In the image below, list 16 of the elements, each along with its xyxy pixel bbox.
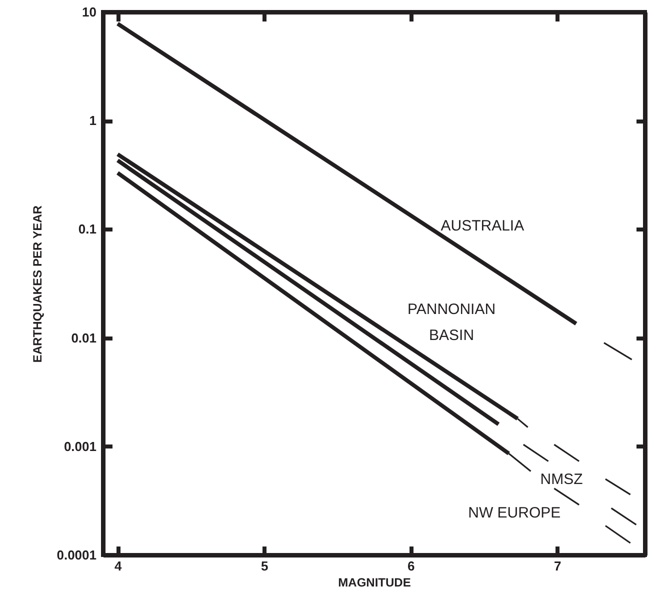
series-label: NW EUROPE: [468, 504, 561, 522]
y-tick-label: 0.1: [78, 222, 96, 237]
y-tick-label: 10: [82, 4, 96, 20]
y-tick-label: 0.001: [64, 438, 96, 454]
x-axis-title: MAGNITUDE: [338, 576, 411, 590]
y-tick-label: 0.0001: [56, 548, 96, 562]
x-tick-label: 6: [408, 558, 415, 574]
series-label: AUSTRALIA: [440, 217, 524, 234]
x-tick-label: 5: [261, 558, 268, 574]
series-label: NMSZ: [540, 471, 583, 488]
series-label: PANNONIAN BASIN: [407, 301, 496, 344]
y-tick-label: 1: [89, 113, 96, 128]
x-tick-label: 4: [114, 558, 123, 574]
y-tick-label: 0.01: [71, 330, 96, 346]
x-tick-label: 7: [554, 558, 562, 574]
y-axis-title: EARTHQUAKES PER YEAR: [30, 205, 45, 363]
